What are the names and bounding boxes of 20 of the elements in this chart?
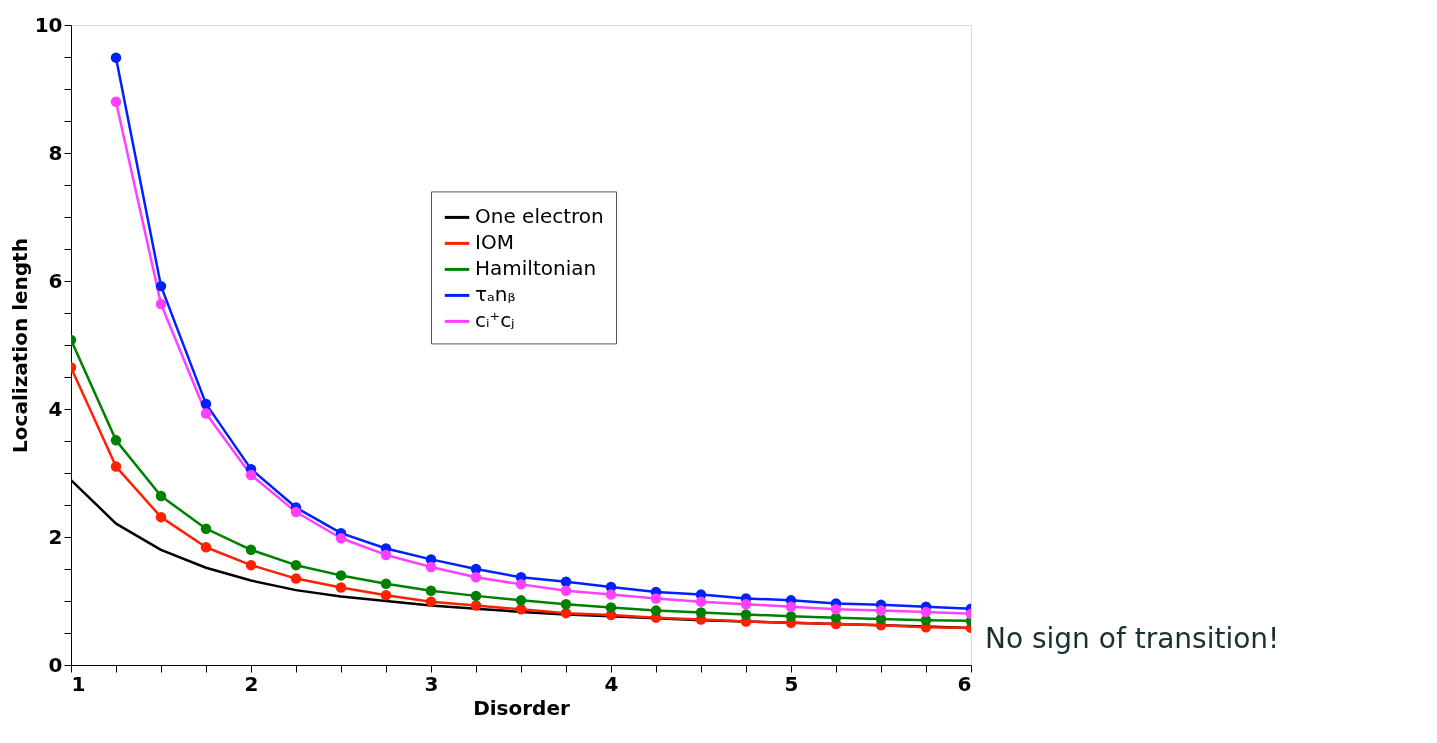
y-axis-title: Localization length xyxy=(7,238,32,453)
x-tick-label: 5 xyxy=(784,671,799,696)
legend-label: IOM xyxy=(475,230,514,255)
y-tick-label: 4 xyxy=(48,396,63,421)
y-tick-label: 0 xyxy=(48,652,63,677)
x-tick-label: 3 xyxy=(424,671,439,696)
legend-label: cᵢ⁺cⱼ xyxy=(475,308,515,333)
legend-label: τₐnᵦ xyxy=(475,282,516,307)
legend-label: One electron xyxy=(475,204,604,229)
y-tick-label: 6 xyxy=(48,268,63,293)
x-tick-label: 6 xyxy=(957,671,972,696)
x-tick-label: 1 xyxy=(71,671,86,696)
x-tick-label: 2 xyxy=(244,671,259,696)
y-tick-label: 8 xyxy=(48,140,63,165)
text: No sign of transition! xyxy=(985,622,1280,655)
legend-label: Hamiltonian xyxy=(475,256,597,281)
x-axis-title: Disorder xyxy=(473,695,570,720)
x-tick-label: 4 xyxy=(604,671,619,696)
y-tick-label: 10 xyxy=(34,12,63,37)
y-tick-label: 2 xyxy=(48,524,63,549)
